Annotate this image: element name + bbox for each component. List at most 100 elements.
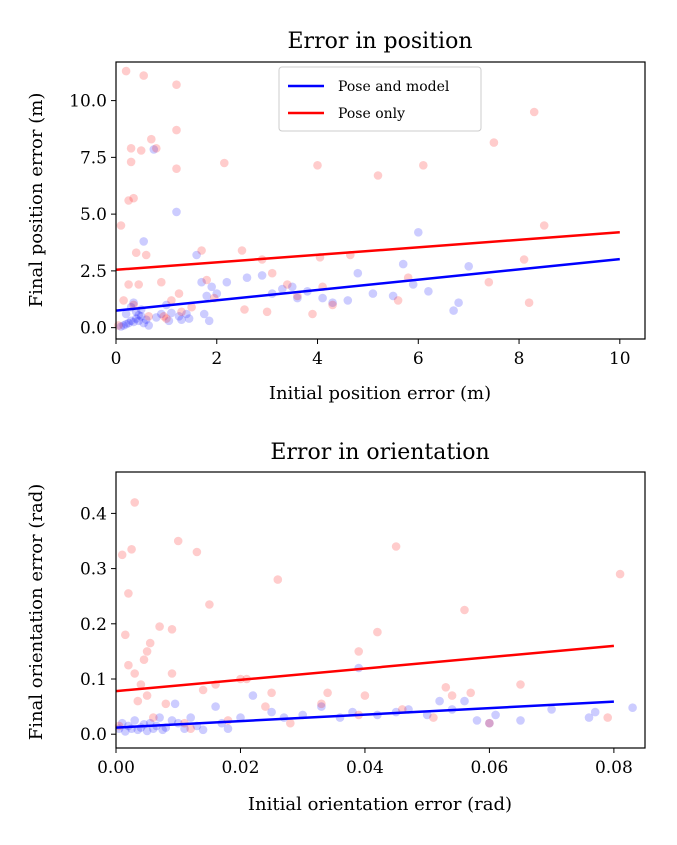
x-tick-label: 0.04 (346, 758, 384, 778)
scatter-point-pose-only (187, 302, 196, 312)
scatter-point-pose-only (177, 307, 186, 317)
fit-line-pose-only (115, 231, 620, 272)
scatter-point-pose-and-model (317, 702, 326, 711)
scatter-point-pose-only (167, 625, 177, 634)
scatter-point-pose-and-model (547, 705, 556, 714)
y-tick-label: 10.0 (69, 92, 107, 112)
scatter-point-pose-and-model (121, 309, 131, 319)
scatter-point-pose-and-model (202, 291, 211, 301)
scatter-point-pose-and-model (491, 710, 500, 720)
scatter-point-pose-and-model (414, 228, 423, 237)
x-tick-label: 10 (609, 349, 631, 369)
x-tick-label: 0 (111, 349, 122, 369)
scatter-point-pose-and-model (144, 321, 153, 330)
y-tick-label: 0.1 (80, 670, 107, 690)
scatter-point-pose-and-model (164, 316, 174, 326)
scatter-point-pose-only (485, 718, 494, 728)
scatter-point-pose-only (116, 221, 126, 230)
scatter-point-pose-only (524, 298, 534, 308)
scatter-point-pose-and-model (177, 315, 186, 325)
y-axis-label: Final position error (m) (26, 93, 47, 308)
scatter-point-pose-and-model (211, 702, 220, 711)
chart-title: Error in position (288, 29, 473, 54)
scatter-point-pose-only (161, 699, 171, 709)
scatter-point-pose-and-model (472, 716, 482, 725)
scatter-point-pose-only (130, 498, 139, 507)
scatter-point-pose-and-model (152, 313, 161, 322)
scatter-point-pose-only (313, 161, 322, 170)
scatter-point-pose-and-model (584, 713, 594, 722)
scatter-point-pose-only (205, 600, 214, 609)
scatter-point-pose-only (121, 630, 130, 640)
scatter-point-pose-and-model (186, 713, 195, 722)
scatter-point-pose-only (126, 144, 136, 153)
plot-area (114, 498, 637, 736)
y-axis: 0.0 0.1 0.2 0.3 0.4 (80, 504, 116, 745)
scatter-point-pose-only (220, 158, 229, 168)
x-axis-label: Initial position error (m) (269, 383, 491, 404)
scatter-point-pose-and-model (155, 713, 164, 722)
scatter-point-pose-and-model (182, 309, 191, 319)
scatter-point-pose-only (136, 146, 146, 155)
legend: Pose and model Pose only (278, 66, 482, 132)
scatter-point-pose-and-model (288, 282, 297, 292)
scatter-point-pose-and-model (464, 262, 474, 271)
fit-line-pose-and-model (115, 700, 614, 729)
scatter-point-pose-only (133, 696, 143, 706)
scatter-point-pose-only (124, 660, 133, 670)
scatter-point-pose-and-model (184, 314, 194, 323)
scatter-point-pose-and-model (204, 316, 214, 326)
scatter-point-pose-only (172, 80, 181, 89)
scatter-point-pose-only (516, 680, 525, 689)
scatter-point-pose-and-model (141, 315, 151, 325)
x-axis: 0.00 0.02 0.04 0.06 0.08 (97, 748, 633, 778)
scatter-point-pose-only (134, 280, 143, 289)
scatter-point-pose-and-model (222, 277, 232, 287)
scatter-point-pose-only (373, 171, 383, 180)
scatter-point-pose-only (198, 685, 208, 695)
plot-area (114, 66, 620, 331)
scatter-point-pose-only (131, 248, 141, 257)
scatter-point-pose-only (267, 688, 276, 698)
scatter-point-pose-only (124, 589, 133, 598)
scatter-point-pose-and-model (121, 319, 131, 329)
scatter-point-pose-only (139, 71, 148, 80)
y-tick-label: 2.5 (80, 262, 107, 282)
scatter-point-pose-only (429, 713, 438, 722)
scatter-point-pose-and-model (318, 293, 327, 303)
x-tick-label: 2 (211, 349, 222, 369)
x-axis: 0 2 4 6 8 10 (111, 339, 631, 369)
plot-frame (115, 471, 646, 749)
scatter-point-pose-and-model (167, 716, 177, 725)
scatter-point-pose-only (173, 536, 183, 546)
scatter-point-pose-only (354, 647, 364, 656)
scatter-point-pose-only (162, 314, 171, 323)
scatter-point-pose-and-model (158, 725, 167, 735)
scatter-point-pose-only (466, 688, 476, 698)
scatter-point-pose-and-model (435, 696, 444, 706)
scatter-point-pose-and-model (149, 145, 159, 154)
scatter-point-pose-only (152, 144, 161, 153)
scatter-point-pose-only (121, 66, 131, 76)
scatter-point-pose-only (489, 138, 499, 147)
y-axis-label: Final orientation error (rad) (26, 484, 47, 741)
scatter-point-pose-only (142, 647, 152, 656)
scatter-point-pose-only (129, 193, 138, 203)
scatter-point-pose-and-model (388, 291, 398, 301)
x-tick-label: 0.00 (97, 758, 135, 778)
scatter-point-pose-and-model (197, 277, 206, 287)
scatter-point-pose-only (460, 605, 469, 615)
scatter-point-pose-and-model (134, 310, 143, 320)
scatter-point-pose-only (167, 296, 176, 305)
scatter-point-pose-and-model (485, 718, 494, 728)
legend-label-pose-only: Pose only (338, 106, 405, 122)
scatter-point-pose-and-model (130, 716, 139, 725)
scatter-point-pose-and-model (199, 309, 209, 319)
scatter-point-pose-and-model (368, 289, 378, 298)
scatter-point-pose-only (262, 307, 272, 317)
scatter-point-pose-and-model (343, 296, 353, 305)
scatter-point-pose-only (323, 688, 332, 698)
scatter-point-pose-and-model (172, 207, 181, 217)
scatter-point-pose-only (360, 691, 370, 700)
